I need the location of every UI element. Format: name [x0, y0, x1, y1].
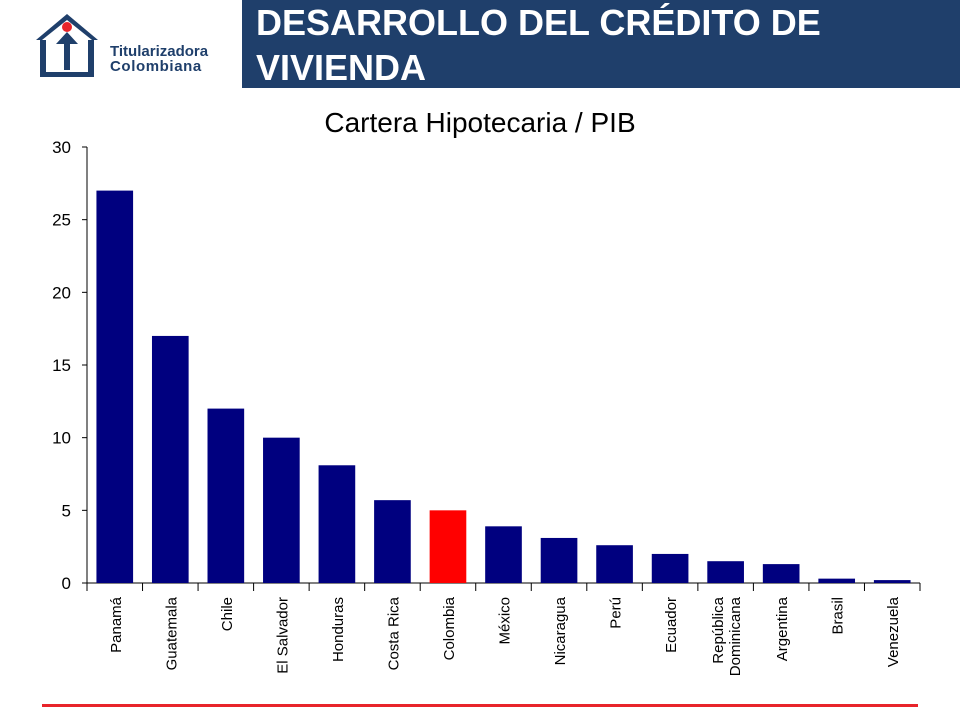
y-tick-label: 15 [52, 356, 71, 375]
house-logo-icon [36, 14, 98, 77]
y-tick-label: 10 [52, 429, 71, 448]
bar [151, 335, 189, 583]
bar [207, 408, 245, 583]
bar [96, 190, 134, 583]
x-tick-label: Nicaragua [552, 596, 569, 665]
bar [263, 437, 300, 583]
x-tick-label: Perú [608, 597, 625, 629]
x-tick-label: Brasil [830, 597, 847, 635]
x-tick-label: Venezuela [885, 596, 902, 667]
x-tick-label: Chile [219, 597, 236, 631]
x-tick-label: República [710, 596, 727, 663]
bar [429, 510, 467, 583]
x-tick-label: Panamá [108, 596, 125, 653]
page-title: DESARROLLO DEL CRÉDITO DE VIVIENDA [256, 2, 821, 88]
x-tick-label: Argentina [774, 596, 791, 661]
y-tick-label: 0 [62, 574, 71, 593]
x-tick-label: Ecuador [663, 597, 680, 653]
header-bar: Titularizadora Colombiana DESARROLLO DEL… [0, 0, 960, 88]
logo-text: Titularizadora Colombiana [110, 44, 208, 74]
bar [374, 500, 411, 583]
y-tick-label: 25 [52, 211, 71, 230]
x-tick-label: Honduras [330, 597, 347, 662]
logo: Titularizadora Colombiana [0, 0, 242, 88]
x-tick-label: Guatemala [163, 596, 180, 670]
bottom-rule [42, 704, 918, 707]
x-tick-label: Costa Rica [385, 596, 402, 670]
x-tick-label: El Salvador [274, 597, 291, 674]
bar [818, 578, 856, 583]
chart-title: Cartera Hipotecaria / PIB [324, 107, 636, 138]
y-tick-label: 5 [62, 501, 71, 520]
x-tick-label: Colombia [441, 596, 458, 660]
logo-line2: Colombiana [110, 58, 202, 75]
bar [651, 553, 689, 583]
x-tick-label: Dominicana [727, 596, 744, 676]
bar [707, 561, 744, 583]
bar [318, 465, 356, 583]
bar [596, 545, 633, 583]
x-tick-label: México [497, 597, 514, 645]
bar [540, 537, 578, 583]
y-tick-label: 30 [52, 138, 71, 157]
y-tick-label: 20 [52, 283, 71, 302]
bar [873, 580, 911, 583]
bar [485, 526, 522, 583]
bar [762, 564, 800, 583]
logo-line1: Titularizadora [110, 43, 209, 60]
